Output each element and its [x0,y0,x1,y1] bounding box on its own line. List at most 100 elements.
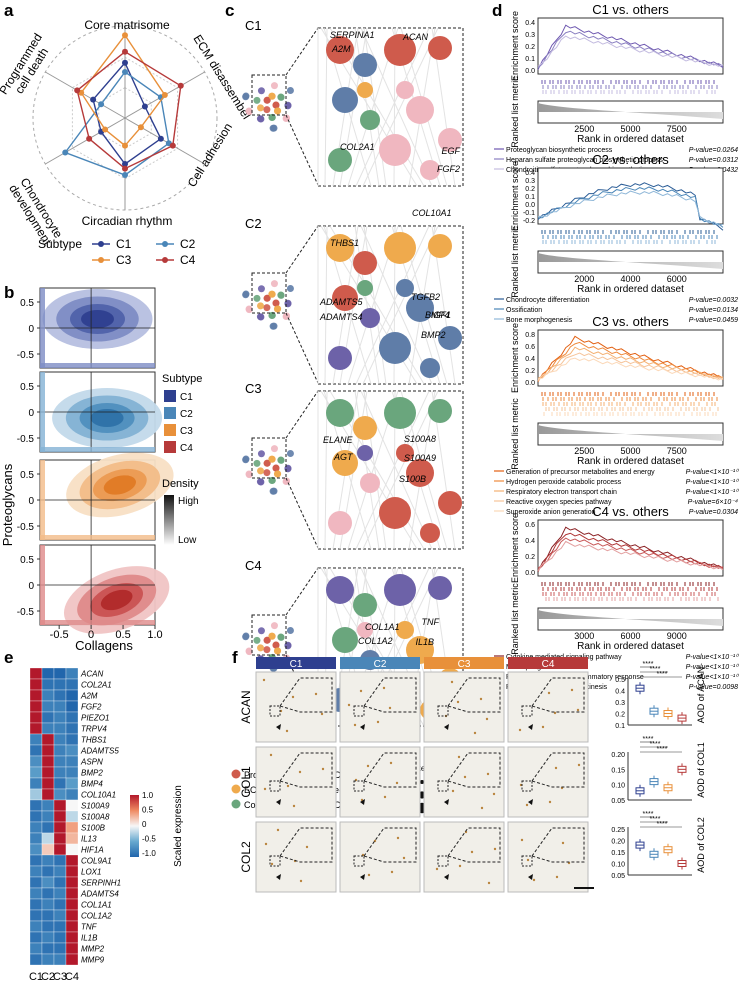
mini-node [253,294,261,302]
micro-header-C3 [424,657,504,669]
mini-node [272,641,280,649]
zoom-line [285,390,319,439]
gsea-term-name: Proteoglycan biosynthetic process [506,147,613,154]
radar-chart [32,25,218,211]
box-ytick: 0.4 [615,689,625,696]
arrowhead [444,724,449,730]
mini-node [245,470,253,478]
arrowhead [360,799,365,805]
stain-dot [485,717,489,721]
sig-label: **** [643,811,654,818]
heatmap-cell [29,711,43,724]
stain-dot [286,784,290,788]
gene-label-COL2A1: COL2A1 [340,142,375,152]
c-legend-dot [231,784,241,794]
stain-dot [298,770,302,774]
gsea-term-p: P-value=6×10⁻⁴ [688,499,738,506]
heatmap-cell [65,920,79,933]
micrograph [339,746,421,818]
box-ytick: 0.3 [615,700,625,707]
gsea-term-name: Generation of precursor metabolites and … [506,469,655,476]
heatmap-gene-COL2A1: COL2A1 [81,681,112,690]
gene-label-THBS1: THBS1 [330,238,359,248]
network-node [328,148,352,172]
gsea-ylabel-enrich: Enrichment score [510,161,520,231]
heatmap-cell [41,909,55,922]
heatmap-cell [29,821,43,834]
heatmap-cell [41,755,55,768]
gene-label-ADAMTS5: ADAMTS5 [319,297,364,307]
heatmap-cell [41,876,55,889]
gene-label-S100B: S100B [399,474,426,484]
heatmap-cell [29,810,43,823]
density-rug-x [40,447,155,452]
box-ytick: 0.5 [615,677,625,684]
mini-node [270,622,278,630]
heatmap-cell [41,788,55,801]
micro-zoom [447,827,501,863]
radar-point [90,96,97,103]
zoom-line [285,312,319,384]
mini-node [257,467,265,475]
mini-node [286,87,294,95]
panel-f-letter: f [232,648,238,667]
arrowhead [528,799,533,805]
radar-point [141,103,148,110]
gsea-ytick: 0.2 [525,368,535,375]
heatmap-cell [29,788,43,801]
stain-dot [520,838,524,842]
gsea-curve [537,346,724,379]
stain-dot [492,792,496,796]
box-ytick: 0.20 [611,752,625,759]
mini-node [253,459,261,467]
stain-dot [270,862,274,866]
heatmap-cell [53,678,67,691]
sig-label: **** [650,816,661,823]
mini-node [268,290,276,298]
sig-label: **** [643,661,654,668]
sig-label: **** [657,821,668,828]
mini-node [263,106,271,114]
heatmap-cell [53,810,67,823]
network-edge [362,390,439,550]
mini-node [263,294,271,302]
heatmap-gene-COL9A1: COL9A1 [81,857,112,866]
density-contour [81,310,114,328]
network-node [438,128,462,152]
gene-label-ACAN: ACAN [402,32,429,42]
heatmap-cell [41,678,55,691]
heatmap-gene-COL1A2: COL1A2 [81,912,112,921]
heatmap-scale-label: Scaled expression [173,785,184,867]
gsea-ytick: 0.3 [525,178,535,185]
density-plots: 0.50-0.50.50-0.50.50-0.50.50-0.5-0.5 0 0.5… [17,287,174,641]
heatmap-colorbar [130,795,139,857]
heatmap-scale-tick: 0 [142,820,147,829]
micrograph [423,821,505,893]
gsea-curve [537,190,724,226]
network-block-C1: C1 SERPINA1 A2M ACAN EGF FGF2 COL2A1 [242,18,464,187]
panel-a-letter: a [4,1,14,20]
radar-point [98,101,105,108]
mini-node [277,93,285,101]
boxplot-3: 0.25 0.20 0.15 0.10 0.05 ************ AOD of C… [611,811,706,880]
gene-label-AGT: AGT [333,452,354,462]
network-node [360,308,380,328]
stain-dot [269,753,273,757]
heatmap-cell [29,887,43,900]
gene-label-ADAMTS4: ADAMTS4 [319,312,363,322]
gsea-ylabel-enrich: Enrichment score [510,323,520,393]
heatmap-gene-ADAMTS5: ADAMTS5 [80,747,119,756]
stain-dot [554,766,558,770]
mini-node [263,304,271,312]
gsea-xtick: 2500 [574,124,594,134]
b-ytick: -0.5 [17,350,35,361]
stain-dot [366,764,370,768]
heatmap-cell [53,865,67,878]
sig-label: **** [657,746,668,753]
network-title-C2: C2 [245,216,262,231]
heatmap-cell [29,865,43,878]
heatmap-gene-COL1A1: COL1A1 [81,901,112,910]
heatmap-cell [53,689,67,702]
network-node [328,511,352,535]
gsea-xtick: 7500 [667,446,687,456]
